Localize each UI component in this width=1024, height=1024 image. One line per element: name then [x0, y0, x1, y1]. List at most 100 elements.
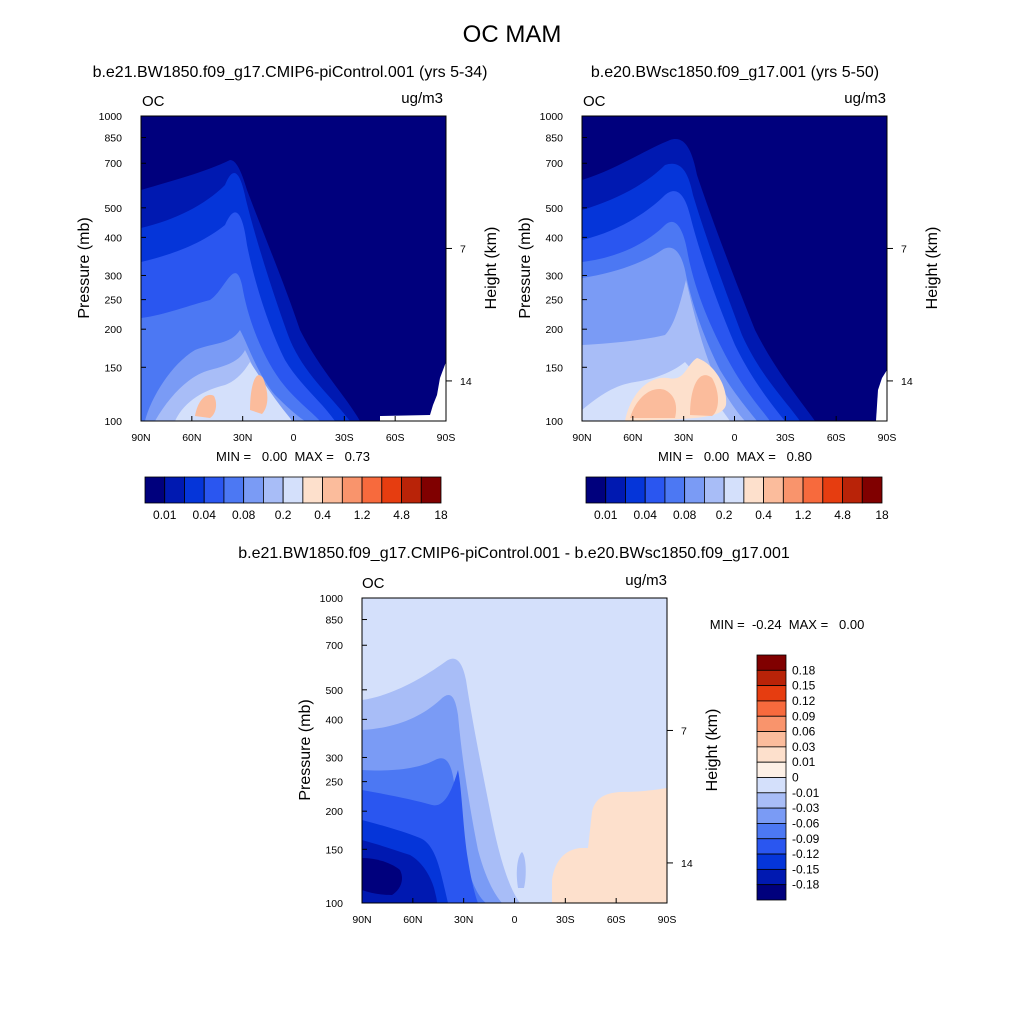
colorbar-box: [802, 476, 824, 504]
colorbar-label: 0: [792, 771, 799, 785]
panel-2-y-ticks: 100 150 200 250 300 400 500 700 850 1000: [540, 111, 587, 428]
x-tick-label: 60N: [182, 432, 201, 444]
colorbar-label: 0.4: [314, 508, 331, 522]
y2-tick-label: 7: [460, 243, 466, 255]
colorbar-box: [782, 476, 804, 504]
y-tick-label: 200: [104, 324, 122, 336]
panel-2-units: ug/m3: [844, 90, 886, 107]
y-tick-label: 200: [545, 324, 563, 336]
colorbar-label: -0.01: [792, 786, 820, 800]
x-tick-label: 0: [291, 432, 297, 444]
y-tick-label: 300: [545, 270, 563, 282]
colorbar-box: [723, 476, 745, 504]
x-tick-label: 60S: [607, 914, 626, 926]
colorbar-box: [756, 685, 787, 702]
contour-fill: [362, 858, 403, 895]
panel-3: b.e21.BW1850.f09_g17.CMIP6-piControl.001…: [238, 545, 864, 926]
panel-3-title: b.e21.BW1850.f09_g17.CMIP6-piControl.001…: [238, 545, 790, 562]
panel-2: b.e20.BWsc1850.f09_g17.001 (yrs 5-50) OC…: [517, 64, 941, 522]
panel-1-y2label: Height (km): [483, 227, 500, 310]
panel-3-colorbar-labels: 0.180.150.120.090.060.030.010-0.01-0.03-…: [792, 663, 820, 891]
colorbar-label: -0.15: [792, 862, 820, 876]
figure-title: OC MAM: [463, 21, 562, 48]
y-tick-label: 1000: [540, 111, 564, 123]
colorbar-box: [756, 654, 787, 671]
panel-1-title: b.e21.BW1850.f09_g17.CMIP6-piControl.001…: [93, 64, 488, 81]
panel-3-y2label: Height (km): [704, 709, 721, 792]
panel-1-minmax: MIN = 0.00 MAX = 0.73: [216, 449, 370, 464]
y-tick-label: 250: [545, 295, 563, 307]
x-tick-label: 30N: [674, 432, 693, 444]
colorbar-label: 0.01: [792, 755, 816, 769]
x-tick-label: 90N: [131, 432, 150, 444]
y-tick-label: 100: [545, 416, 563, 428]
x-tick-label: 60S: [386, 432, 405, 444]
contour-fill: [250, 375, 268, 414]
colorbar-box: [420, 476, 442, 504]
colorbar-box: [401, 476, 422, 504]
colorbar-label: 0.01: [153, 508, 177, 522]
colorbar-box: [756, 868, 787, 886]
contour-fill: [552, 788, 667, 903]
colorbar-box: [756, 853, 787, 870]
colorbar-box: [756, 731, 787, 748]
y2-tick-label: 7: [681, 725, 687, 737]
colorbar-box: [756, 700, 787, 717]
x-tick-label: 30S: [335, 432, 354, 444]
y-tick-label: 700: [325, 640, 343, 652]
colorbar-box: [585, 476, 607, 504]
contour-fill: [690, 375, 718, 416]
colorbar-label: 0.04: [193, 508, 217, 522]
colorbar-box: [203, 476, 225, 504]
y-tick-label: 500: [104, 203, 122, 215]
colorbar-box: [861, 476, 883, 504]
colorbar-box: [302, 476, 324, 504]
panel-1-colorbar: [144, 476, 442, 504]
colorbar-box: [381, 476, 402, 504]
colorbar-label: 0.12: [792, 694, 816, 708]
colorbar-label: -0.09: [792, 832, 820, 846]
panel-3-units: ug/m3: [625, 572, 667, 589]
panel-3-colorbar: [756, 654, 787, 901]
x-tick-label: 60N: [623, 432, 642, 444]
x-tick-label: 30N: [233, 432, 252, 444]
y2-tick-label: 14: [901, 376, 913, 388]
colorbar-box: [756, 807, 787, 824]
colorbar-box: [184, 476, 205, 504]
y-tick-label: 400: [325, 714, 343, 726]
panel-1-ylabel: Pressure (mb): [76, 217, 93, 318]
y-tick-label: 1000: [99, 111, 123, 123]
panel-3-y-ticks: 100 150 200 250 300 400 500 700 850 1000: [320, 593, 367, 910]
x-tick-label: 0: [732, 432, 738, 444]
panel-1-y2-ticks: 14 7: [446, 243, 472, 388]
x-tick-label: 30S: [556, 914, 575, 926]
panel-2-variable: OC: [583, 93, 606, 110]
colorbar-box: [282, 476, 304, 504]
panel-1-variable: OC: [142, 93, 165, 110]
y-tick-label: 250: [104, 295, 122, 307]
colorbar-box: [756, 823, 787, 840]
colorbar-label: -0.06: [792, 816, 820, 830]
y-tick-label: 150: [104, 362, 122, 374]
colorbar-label: -0.18: [792, 878, 820, 892]
panel-1-colorbar-labels: 0.01 0.04 0.08 0.2 0.4 1.2 4.8 18: [153, 508, 448, 522]
colorbar-box: [704, 476, 725, 504]
colorbar-box: [341, 476, 363, 504]
y-tick-label: 100: [104, 416, 122, 428]
colorbar-box: [605, 476, 626, 504]
y-tick-label: 1000: [320, 593, 344, 605]
contour-fill: [630, 389, 677, 418]
x-tick-label: 90S: [658, 914, 677, 926]
panel-1-x-ticks: 90N 60N 30N 0 30S 60S 90S: [131, 416, 455, 444]
y2-tick-label: 7: [901, 243, 907, 255]
y-tick-label: 100: [325, 898, 343, 910]
colorbar-box: [763, 476, 784, 504]
panel-3-y2-ticks: 14 7: [667, 725, 693, 870]
colorbar-label: 4.8: [834, 508, 851, 522]
colorbar-box: [361, 476, 383, 504]
y-tick-label: 400: [545, 232, 563, 244]
panel-1-contours: [141, 116, 446, 421]
y-tick-label: 850: [545, 133, 563, 145]
panel-3-minmax: MIN = -0.24 MAX = 0.00: [710, 617, 865, 632]
